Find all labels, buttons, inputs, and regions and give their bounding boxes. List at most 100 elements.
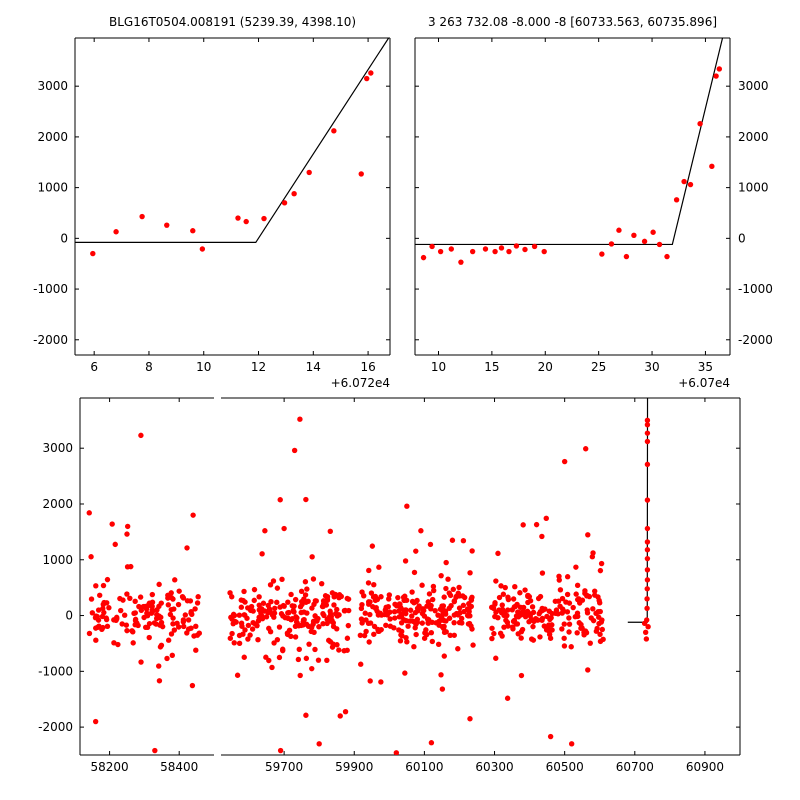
data-point	[93, 583, 99, 589]
data-point	[267, 628, 274, 635]
data-point	[242, 612, 248, 618]
tick-label: +6.07e4	[678, 376, 730, 390]
data-point	[393, 750, 400, 755]
data-point	[413, 631, 419, 638]
data-point	[268, 598, 274, 605]
data-point	[616, 227, 622, 233]
data-point	[100, 582, 107, 589]
data-point	[623, 253, 630, 260]
data-point	[234, 672, 241, 678]
data-point	[644, 539, 651, 545]
tick-label: 58200	[90, 760, 128, 774]
data-point	[644, 577, 651, 583]
data-point	[599, 251, 605, 257]
data-point	[451, 619, 457, 626]
data-point	[303, 621, 310, 628]
data-point	[187, 598, 194, 604]
data-point	[459, 620, 465, 626]
data-point	[344, 595, 350, 602]
data-point	[528, 636, 535, 642]
data-point	[451, 598, 458, 604]
data-point	[194, 600, 201, 606]
data-point	[537, 593, 544, 600]
data-point	[90, 250, 96, 257]
data-point	[505, 607, 511, 613]
data-point	[644, 605, 650, 611]
data-point	[411, 569, 418, 576]
data-point	[245, 605, 251, 611]
data-point	[426, 591, 433, 597]
data-point	[364, 75, 370, 82]
data-point	[450, 586, 457, 593]
tick-label: -2000	[33, 333, 68, 347]
data-point	[425, 599, 431, 605]
data-point	[149, 603, 155, 610]
data-point	[324, 597, 331, 603]
tick-label: -1000	[38, 664, 73, 678]
data-point	[590, 617, 597, 624]
data-point	[644, 461, 651, 468]
data-point	[345, 622, 352, 629]
axes-spines	[414, 37, 731, 356]
data-point	[385, 610, 391, 617]
data-point	[112, 541, 118, 548]
data-point	[644, 525, 651, 532]
data-point	[514, 621, 521, 627]
data-point	[549, 627, 555, 633]
data-point	[559, 610, 565, 616]
data-point	[461, 608, 467, 615]
data-point	[504, 619, 511, 626]
data-point	[191, 633, 197, 639]
data-point	[424, 616, 431, 622]
data-point	[324, 616, 330, 622]
data-point	[190, 228, 196, 234]
data-point	[442, 608, 449, 615]
data-point	[631, 232, 637, 239]
data-point	[95, 607, 102, 613]
data-point	[568, 644, 574, 650]
data-point	[132, 616, 139, 623]
data-point	[443, 559, 449, 566]
data-point	[509, 607, 515, 613]
data-point	[560, 606, 566, 612]
data-point	[404, 639, 410, 645]
data-point	[168, 606, 174, 613]
data-point	[241, 654, 247, 660]
data-point	[429, 638, 436, 645]
data-point	[459, 615, 465, 622]
tick-label: 6	[90, 360, 98, 374]
data-point	[564, 609, 571, 615]
data-point	[180, 617, 187, 623]
data-point	[193, 623, 199, 630]
data-point	[245, 622, 252, 629]
tick-label: 59700	[265, 760, 303, 774]
data-point	[386, 596, 392, 602]
data-point	[413, 548, 419, 554]
tick-label: 16	[360, 360, 375, 374]
data-point	[513, 613, 520, 619]
data-point	[279, 576, 285, 583]
data-point	[566, 621, 573, 627]
data-point	[367, 620, 374, 626]
tick-label: 60100	[405, 760, 443, 774]
data-point	[644, 438, 651, 445]
data-point	[468, 596, 474, 602]
tick-label: 20	[538, 360, 553, 374]
data-point	[154, 607, 160, 613]
data-point	[130, 640, 136, 646]
data-point	[441, 623, 447, 630]
data-point	[154, 611, 160, 618]
data-point	[546, 631, 553, 638]
panel2-title: 3 263 732.08 -8.000 -8 [60733.563, 60735…	[427, 15, 718, 29]
data-point	[192, 606, 198, 612]
data-point	[104, 623, 111, 630]
data-point	[88, 596, 95, 602]
data-point	[242, 627, 248, 633]
data-point	[358, 661, 364, 667]
data-point	[368, 70, 374, 76]
data-point	[169, 652, 176, 658]
data-point	[644, 555, 651, 562]
data-point	[259, 551, 265, 557]
data-point	[236, 640, 243, 647]
tick-label: 12	[251, 360, 266, 374]
